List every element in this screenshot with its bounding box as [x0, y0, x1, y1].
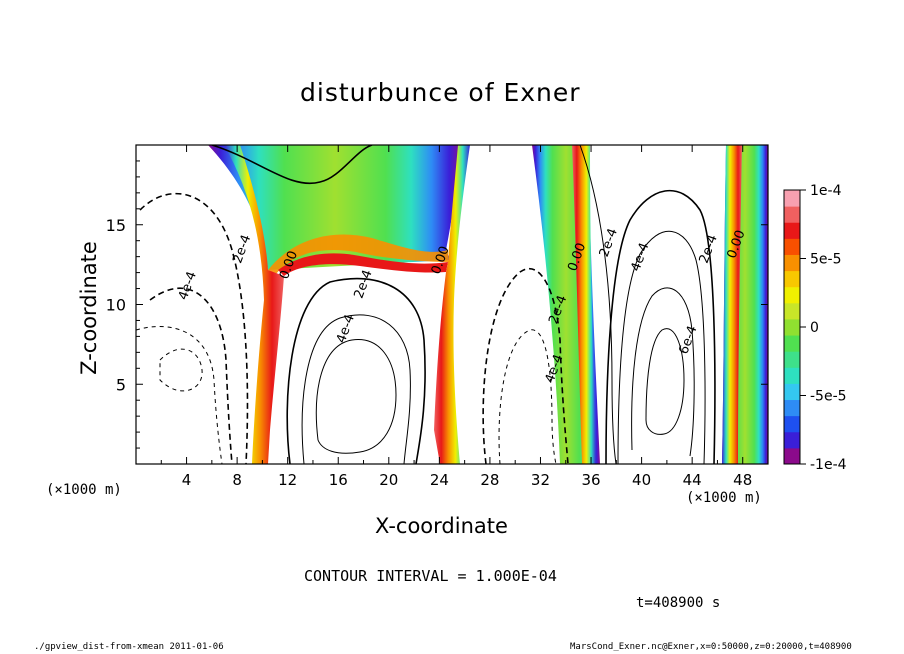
plot-area	[136, 145, 768, 464]
red-cap-center	[278, 253, 448, 276]
colorbar-segment	[784, 367, 800, 384]
x-tick-label: 16	[329, 471, 348, 489]
colorbar-segment	[784, 206, 800, 223]
y-axis-ticks: 5 10 15	[106, 160, 768, 449]
contour-label: 2e-4	[697, 233, 721, 266]
x-tick-label: 28	[480, 471, 499, 489]
colorbar	[784, 190, 800, 465]
colorbar-tick-label: -1e-4	[810, 457, 847, 473]
x-axis-label: X-coordinate	[375, 514, 508, 538]
colorbar-segment	[784, 286, 800, 304]
x-tick-label: 20	[379, 471, 398, 489]
orange-cap-center	[268, 234, 448, 274]
colorbar-segment	[784, 383, 800, 401]
x-tick-label: 24	[430, 471, 449, 489]
x-tick-label: 4	[182, 471, 192, 489]
x-tick-label: 8	[232, 471, 242, 489]
colorbar-segment	[784, 222, 800, 239]
colorbar-segment	[784, 238, 800, 255]
contour-label: 2e-4	[597, 227, 621, 260]
y-axis-label: Z-coordinate	[77, 241, 101, 375]
contour-label: 6e-4	[676, 324, 700, 357]
footer-right: MarsCond_Exner.nc@Exner,x=0:50000,z=0:20…	[570, 642, 852, 652]
x-unit-label: (×1000 m)	[686, 490, 762, 506]
chart-title: disturbunce of Exner	[300, 78, 581, 107]
colorbar-segment	[784, 431, 800, 449]
contour-label: 2e-4	[352, 268, 376, 301]
contour-label: 4e-4	[628, 241, 652, 274]
negative-plume-center	[208, 145, 462, 270]
colorbar-ticks: 1e-4 5e-5 0 -5e-5 -1e-4	[800, 183, 847, 473]
positive-band-right-2	[722, 145, 742, 464]
y-unit-label: (×1000 m)	[46, 482, 122, 498]
x-axis-ticks: 4 8 12 16 20 24 28 32 36 40 44 48	[160, 145, 752, 489]
colorbar-tick-label: 1e-4	[810, 183, 842, 199]
contour-interval-text: CONTOUR INTERVAL = 1.000E-04	[304, 567, 557, 585]
colorbar-segment	[784, 447, 800, 465]
colorbar-segment	[784, 318, 800, 336]
left-band-center	[224, 145, 284, 464]
x-tick-label: 32	[531, 471, 550, 489]
colorbar-segment	[784, 351, 800, 368]
contour-lines	[136, 145, 716, 464]
y-tick-label: 5	[116, 375, 126, 394]
x-tick-label: 40	[632, 471, 651, 489]
x-tick-label: 12	[278, 471, 297, 489]
colorbar-segment	[784, 399, 800, 417]
colorbar-segment	[784, 415, 800, 433]
x-tick-label: 36	[581, 471, 600, 489]
contour-label: 2e-4	[230, 233, 254, 266]
x-tick-label: 48	[733, 471, 752, 489]
colorbar-tick-label: -5e-5	[810, 389, 847, 405]
y-tick-label: 10	[106, 296, 126, 315]
contour-label: 4e-4	[334, 313, 358, 346]
colorbar-segment	[784, 190, 800, 207]
x-tick-label: 44	[683, 471, 702, 489]
time-text: t=408900 s	[636, 595, 721, 611]
colorbar-segment	[784, 335, 800, 352]
y-tick-label: 15	[106, 216, 126, 235]
colorbar-segment	[784, 270, 800, 288]
colorbar-tick-label: 0	[810, 320, 819, 336]
footer-left: ./gpview_dist-from-xmean 2011-01-06	[34, 642, 224, 652]
colorbar-tick-label: 5e-5	[810, 252, 841, 268]
right-band-center	[434, 145, 470, 464]
colorbar-segment	[784, 254, 800, 272]
colorbar-segment	[784, 302, 800, 320]
contour-label: 4e-4	[176, 270, 200, 303]
positive-band-right-1	[572, 145, 596, 464]
